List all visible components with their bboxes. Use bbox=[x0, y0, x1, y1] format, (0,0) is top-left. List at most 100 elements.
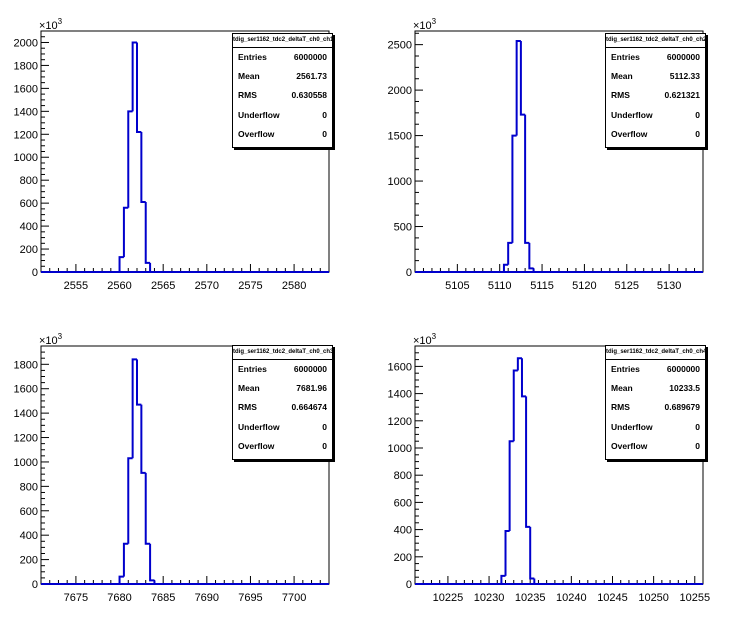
histogram-pad-1: 2555 2560 2565 2570 2575 2580 0 200 400 600 800 100… bbox=[14, 17, 330, 292]
x-tick-label: 10245 bbox=[597, 592, 628, 604]
stats-value: 6000000 bbox=[666, 52, 700, 62]
histogram-bin bbox=[140, 131, 146, 203]
stats-row: RMS 0.664674 bbox=[233, 398, 332, 417]
histogram-bin bbox=[153, 580, 159, 585]
stats-label: Overflow bbox=[611, 128, 648, 139]
stats-row: RMS 0.689679 bbox=[606, 398, 705, 417]
stats-row: Mean 5112.33 bbox=[606, 67, 705, 86]
histogram-bin bbox=[500, 574, 506, 584]
stats-label: RMS bbox=[238, 402, 257, 413]
histogram-plot-2: 5105 5110 5115 5120 5125 5130 0 500 1000 1500 2000… bbox=[388, 17, 704, 292]
stats-row: Overflow 0 bbox=[606, 437, 705, 456]
y-tick-label: 1000 bbox=[14, 152, 38, 164]
stats-label: Mean bbox=[611, 71, 633, 82]
stats-row: Mean 7681.96 bbox=[233, 379, 332, 398]
y-tick-label: 200 bbox=[394, 552, 412, 564]
histogram-bin bbox=[127, 457, 133, 544]
histogram-bin bbox=[532, 268, 538, 273]
y-tick-label: 500 bbox=[394, 222, 412, 234]
stats-label: Underflow bbox=[611, 421, 653, 432]
stats-value: 2561.73 bbox=[296, 71, 327, 82]
histogram-bin bbox=[122, 206, 129, 258]
stats-box-2: tdig_ser1162_tdc2_deltaT_ch0_ch2 Entries 6… bbox=[605, 33, 706, 148]
x-tick-label: 10235 bbox=[515, 592, 546, 604]
histogram-bin bbox=[127, 110, 133, 208]
y-tick-label: 2000 bbox=[14, 37, 38, 49]
histogram-bin bbox=[504, 529, 510, 576]
stats-value: 0.630558 bbox=[291, 90, 327, 101]
y-tick-label: 1600 bbox=[14, 83, 38, 95]
histogram-pad-4: 10225 10230 10235 10240 10245 10250 10255 0 200 4… bbox=[388, 332, 711, 604]
y-tick-label: 1800 bbox=[14, 60, 38, 72]
stats-value: 0.621321 bbox=[664, 90, 700, 101]
y-tick-label: 0 bbox=[406, 579, 412, 591]
stats-label: Overflow bbox=[611, 440, 648, 451]
stats-value: 6000000 bbox=[293, 52, 327, 62]
y-tick-label: 800 bbox=[394, 470, 412, 482]
stats-label: Entries bbox=[611, 364, 640, 374]
y-axis-multiplier: ×103 bbox=[413, 17, 437, 32]
x-tick-label: 2575 bbox=[238, 280, 262, 292]
histogram-pad-2: 5105 5110 5115 5120 5125 5130 0 500 1000 1500 2000… bbox=[388, 17, 704, 292]
x-tick-label: 7675 bbox=[64, 592, 88, 604]
stats-label: Entries bbox=[611, 52, 640, 62]
x-tick-label: 5125 bbox=[615, 280, 639, 292]
x-tick-label: 10255 bbox=[679, 592, 710, 604]
stats-row: Mean 2561.73 bbox=[233, 67, 332, 86]
stats-value: 6000000 bbox=[293, 364, 327, 374]
y-axis-multiplier: ×103 bbox=[39, 332, 63, 347]
stats-row: Underflow 0 bbox=[606, 106, 705, 125]
y-tick-label: 0 bbox=[32, 267, 38, 279]
stats-value: 10233.5 bbox=[669, 383, 700, 394]
histogram-bin bbox=[122, 542, 129, 577]
y-tick-label: 0 bbox=[406, 267, 412, 279]
x-tick-label: 2560 bbox=[107, 280, 131, 292]
y-tick-label: 600 bbox=[394, 497, 412, 509]
histogram-plot-3: 7675 7680 7685 7690 7695 7700 0 200 400 600 800 100… bbox=[14, 332, 330, 604]
histogram-bin bbox=[511, 134, 517, 243]
histogram-bin bbox=[525, 396, 531, 528]
histogram-plot-1: 2555 2560 2565 2570 2575 2580 0 200 400 600 800 100… bbox=[14, 17, 330, 292]
histogram-bin bbox=[528, 242, 534, 270]
y-tick-label: 400 bbox=[20, 530, 38, 542]
histogram-plot-4: 10225 10230 10235 10240 10245 10250 10255 0 200 4… bbox=[388, 332, 711, 604]
stats-row: Entries 6000000 bbox=[233, 360, 332, 379]
x-tick-label: 7700 bbox=[282, 592, 306, 604]
y-tick-label: 400 bbox=[20, 221, 38, 233]
x-tick-label: 7685 bbox=[151, 592, 175, 604]
x-tick-label: 7680 bbox=[107, 592, 131, 604]
histogram-bin bbox=[144, 201, 151, 264]
stats-box-3: tdig_ser1162_tdc2_deltaT_ch0_ch3 Entries 6… bbox=[232, 345, 333, 460]
stats-label: Mean bbox=[238, 71, 260, 82]
stats-label: Underflow bbox=[611, 109, 653, 120]
histogram-bin bbox=[512, 369, 518, 442]
y-tick-label: 1500 bbox=[388, 131, 412, 143]
stats-value: 0 bbox=[322, 440, 327, 451]
stats-row: Entries 6000000 bbox=[606, 48, 705, 67]
x-tick-label: 2555 bbox=[64, 280, 88, 292]
stats-label: Overflow bbox=[238, 440, 275, 451]
stats-value: 0 bbox=[322, 421, 327, 432]
histogram-bin bbox=[136, 42, 142, 133]
stats-label: Underflow bbox=[238, 109, 280, 120]
x-tick-label: 5115 bbox=[530, 280, 554, 292]
x-tick-label: 5120 bbox=[572, 280, 596, 292]
stats-label: Mean bbox=[238, 383, 260, 394]
y-tick-label: 2500 bbox=[388, 40, 412, 52]
stats-value: 0 bbox=[695, 421, 700, 432]
x-tick-label: 7695 bbox=[238, 592, 262, 604]
histogram-bin bbox=[136, 359, 142, 406]
x-tick-label: 5130 bbox=[657, 280, 681, 292]
stats-value: 0.664674 bbox=[291, 402, 327, 413]
histogram-bin bbox=[144, 472, 151, 545]
y-tick-label: 400 bbox=[394, 525, 412, 537]
x-tick-label: 10225 bbox=[433, 592, 464, 604]
y-tick-label: 1000 bbox=[14, 457, 38, 469]
x-tick-label: 10250 bbox=[638, 592, 669, 604]
stats-row: Overflow 0 bbox=[233, 125, 332, 144]
histogram-bin bbox=[524, 114, 530, 244]
y-tick-label: 200 bbox=[20, 555, 38, 567]
histogram-bin bbox=[140, 404, 146, 474]
x-tick-label: 5110 bbox=[488, 280, 512, 292]
y-tick-label: 1400 bbox=[388, 389, 412, 401]
